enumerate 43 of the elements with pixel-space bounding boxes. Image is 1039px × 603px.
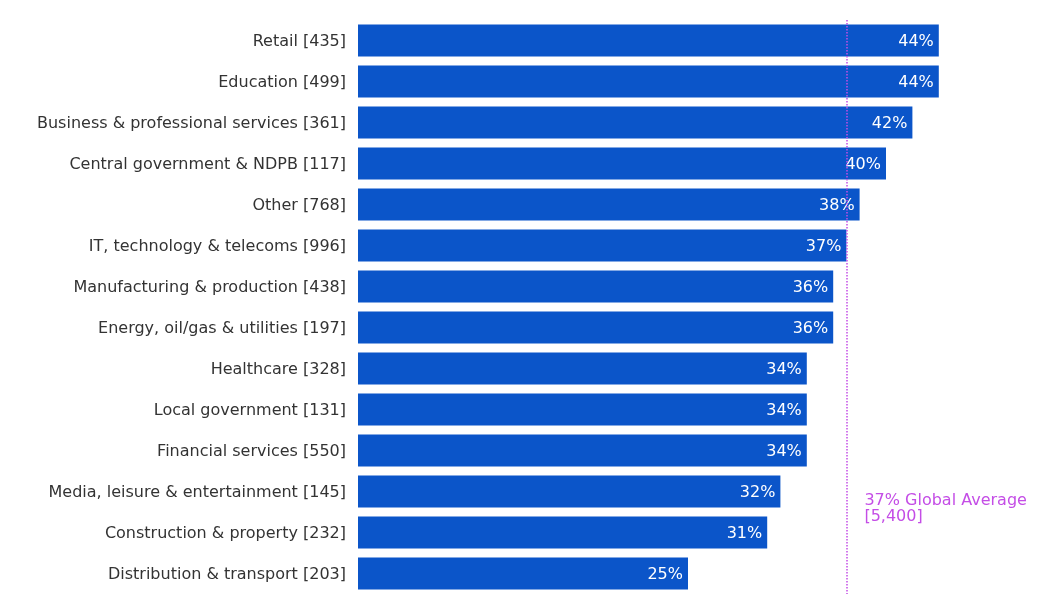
bar (358, 65, 939, 98)
y-tick-label: IT, technology & telecoms [996] (88, 236, 346, 255)
data-label: 44% (898, 31, 934, 50)
data-label: 42% (871, 113, 908, 132)
data-label: 36% (792, 277, 829, 296)
bar (358, 311, 834, 344)
data-label: 40% (845, 154, 881, 173)
bar (358, 106, 913, 139)
bar (358, 24, 939, 57)
y-tick-label: Distribution & transport [203] (107, 564, 346, 583)
data-label: 37% (805, 236, 842, 255)
bar (358, 352, 807, 385)
y-tick-label: Other [768] (252, 195, 346, 214)
bar (358, 475, 781, 508)
data-label: 36% (792, 318, 829, 337)
y-tick-label: Business & professional services [361] (37, 113, 346, 132)
data-label: 32% (739, 482, 776, 501)
bar (358, 270, 834, 303)
ref-line-label: 37% Global Average [5,400] (864, 490, 1032, 525)
y-tick-label: Central government & NDPB [117] (69, 154, 346, 173)
y-tick-label: Retail [435] (252, 31, 346, 50)
bar (358, 147, 886, 180)
data-label: 34% (766, 359, 802, 378)
data-label: 44% (898, 72, 934, 91)
data-label: 34% (766, 400, 802, 419)
data-label: 31% (726, 523, 763, 542)
y-tick-label: Local government [131] (153, 400, 346, 419)
bar (358, 393, 807, 426)
bar (358, 516, 768, 549)
bar (358, 188, 860, 221)
data-label: 34% (766, 441, 802, 460)
y-tick-label: Manufacturing & production [438] (73, 277, 346, 296)
bar (358, 229, 847, 262)
bar (358, 557, 688, 590)
data-label: 38% (819, 195, 855, 214)
y-tick-label: Energy, oil/gas & utilities [197] (98, 318, 346, 337)
data-label: 25% (647, 564, 683, 583)
y-tick-label: Education [499] (218, 72, 346, 91)
y-tick-label: Construction & property [232] (104, 523, 346, 542)
bar (358, 434, 807, 467)
y-tick-label: Media, leisure & entertainment [145] (48, 482, 346, 501)
y-tick-label: Financial services [550] (157, 441, 346, 460)
y-tick-label: Healthcare [328] (210, 359, 346, 378)
